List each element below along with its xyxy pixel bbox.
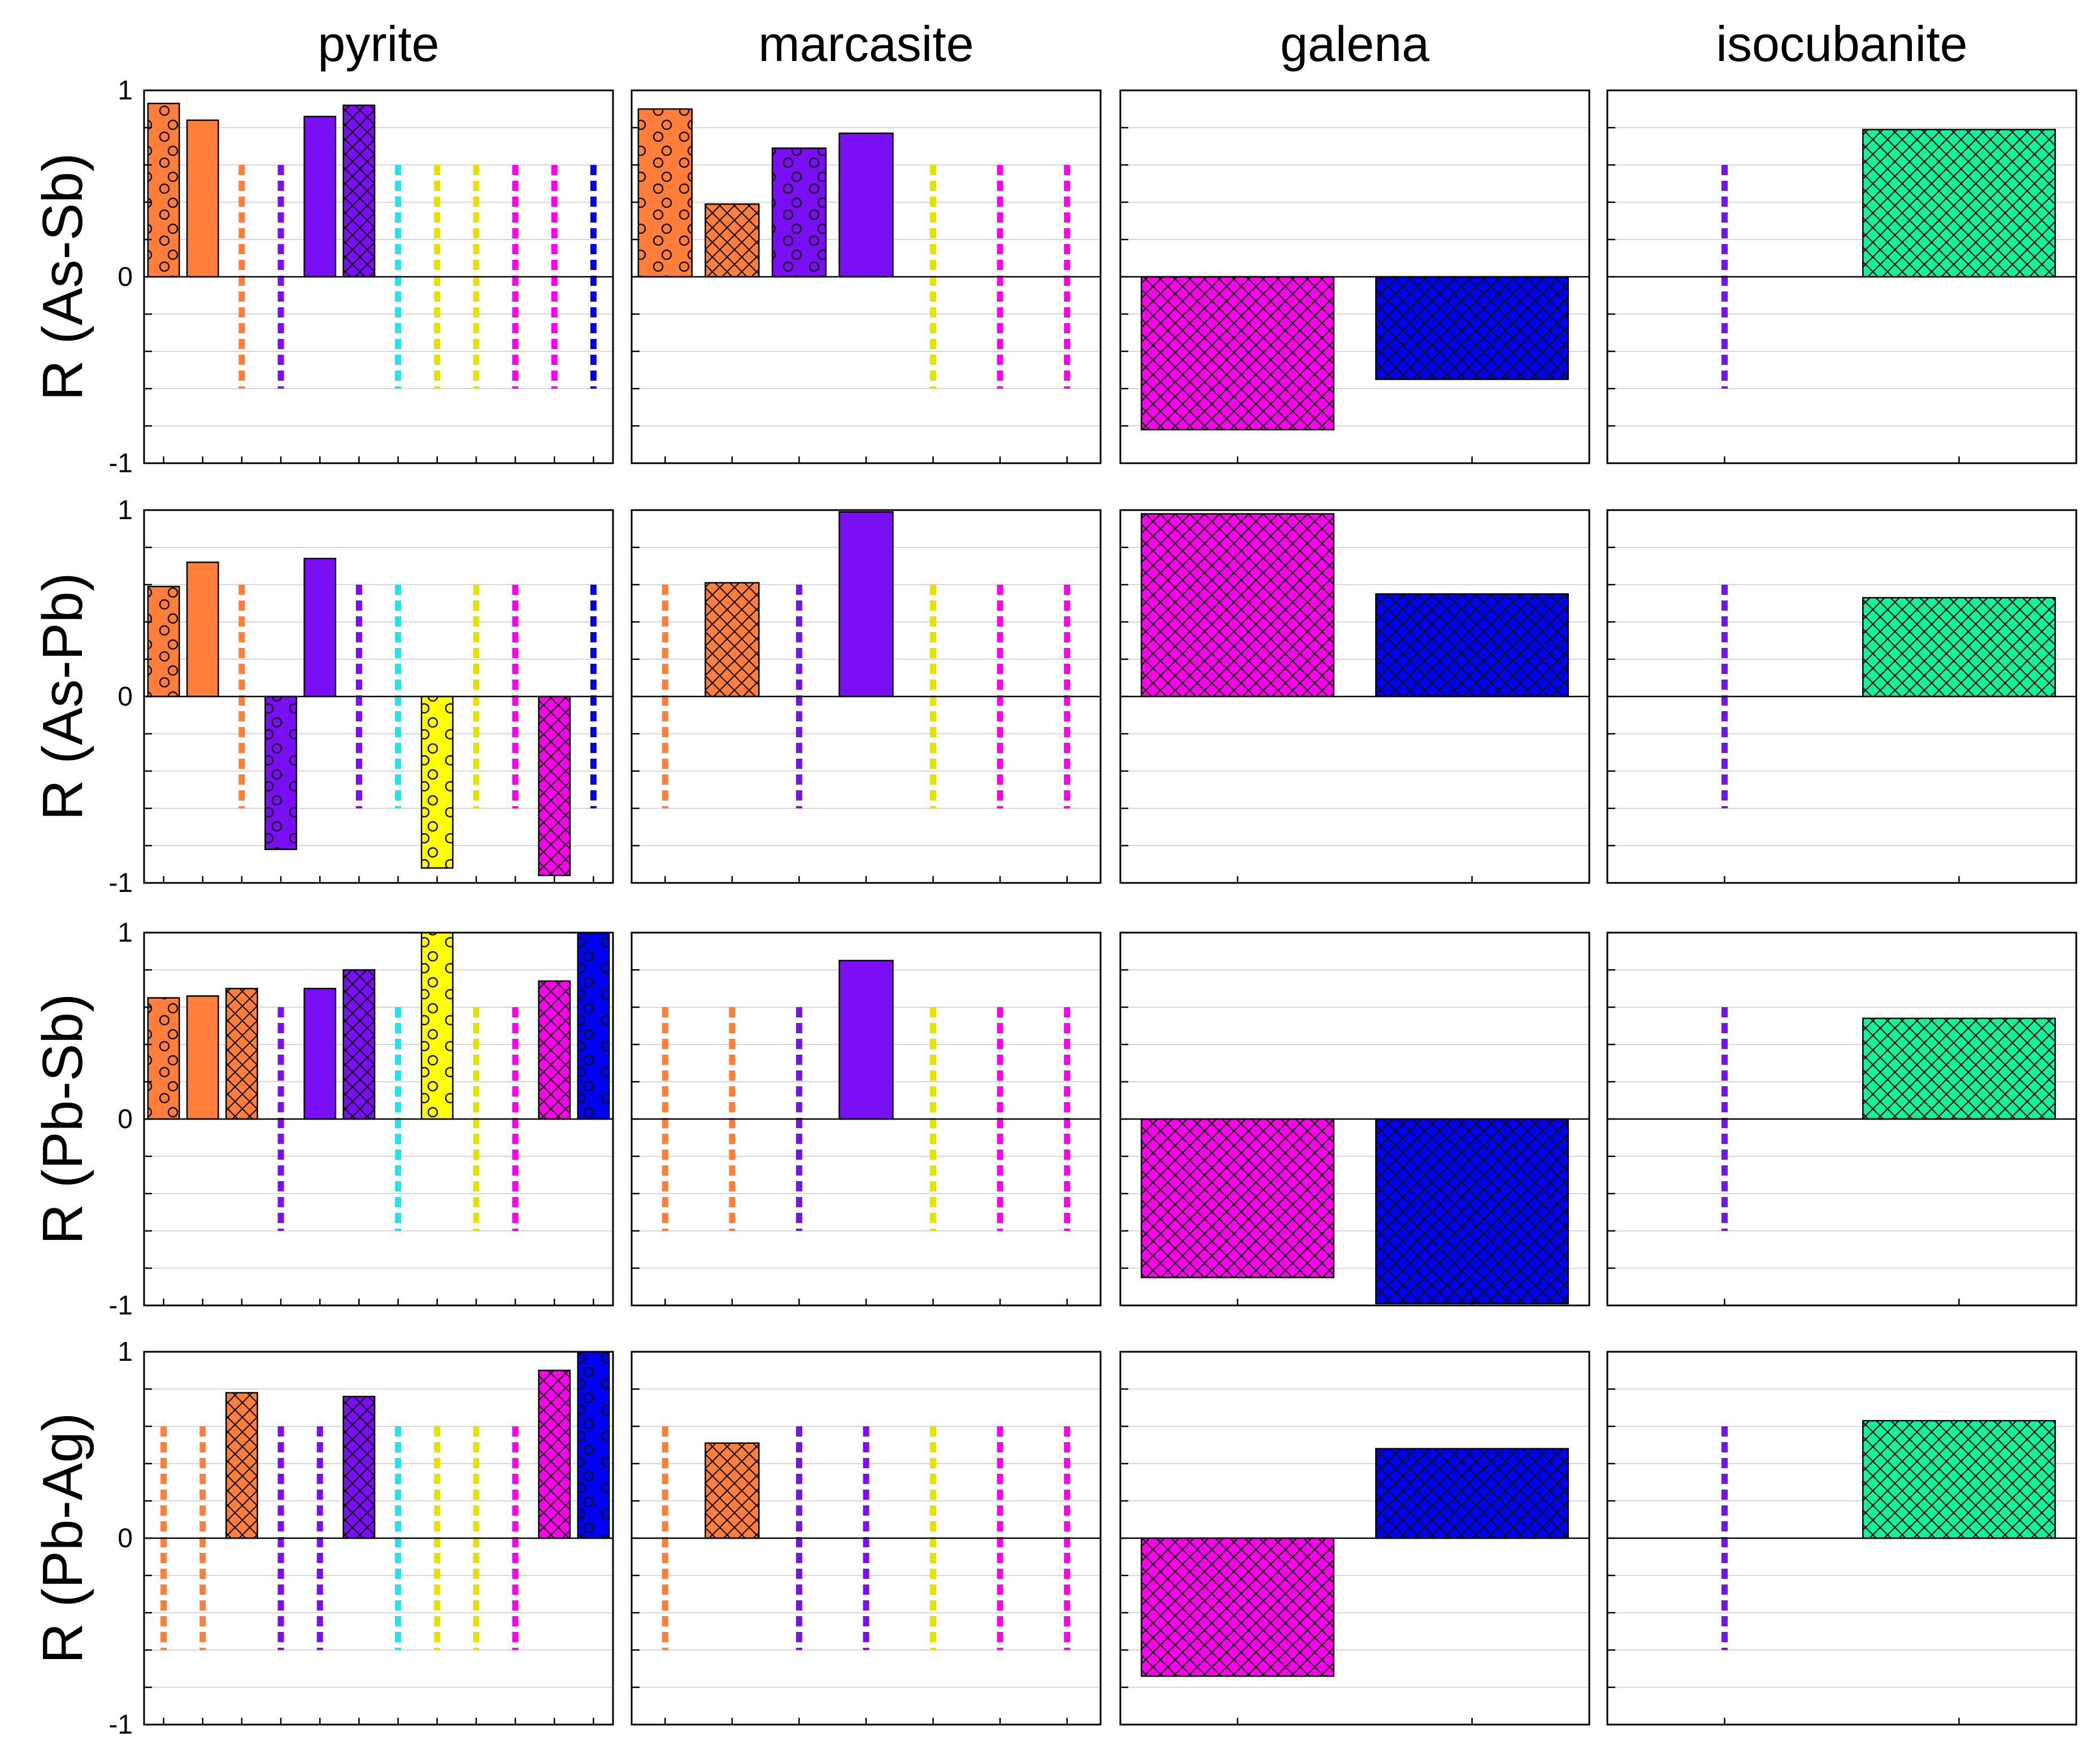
panel-3-galena	[1119, 931, 1590, 1307]
bar-purple-dots	[264, 695, 297, 850]
panel-frame	[631, 931, 1102, 1307]
bar-blue-hatch	[1375, 1448, 1569, 1539]
bar-orange-hatch	[705, 1442, 760, 1539]
panel-3-pyrite	[143, 931, 614, 1307]
bar-green-hatch	[1862, 1017, 2056, 1120]
bar-green-hatch	[1862, 597, 2056, 698]
bar-purple-solid	[838, 960, 894, 1120]
row-label-1: R (As-Sb)	[31, 153, 94, 401]
panel-4-marcasite	[631, 1351, 1102, 1726]
bar-orange-dots	[147, 102, 180, 278]
bar-orange-hatch	[225, 1392, 258, 1539]
bar-orange-solid	[186, 119, 219, 278]
bar-yellow-dots	[420, 695, 454, 869]
bar-orange-solid	[186, 995, 219, 1120]
y-tick-label: -1	[108, 449, 133, 478]
panel-frame	[1606, 931, 2077, 1307]
column-title-isocubanite: isocubanite	[1716, 16, 1967, 72]
bar-purple-hatch	[342, 105, 376, 278]
bar-blue-hatch	[1375, 593, 1569, 698]
y-tick-label: -1	[108, 1291, 133, 1321]
panel-1-marcasite	[631, 89, 1102, 464]
bar-orange-dots	[147, 997, 180, 1120]
panel-frame	[631, 1351, 1102, 1726]
bar-magenta-hatch	[1141, 513, 1334, 698]
row-label-4: R (Pb-Ag)	[31, 1413, 94, 1664]
panel-frame	[1606, 1351, 2077, 1726]
panel-1-pyrite	[143, 89, 614, 464]
column-title-pyrite: pyrite	[318, 16, 439, 72]
bar-orange-hatch	[225, 987, 258, 1120]
row-label-2: R (As-Pb)	[31, 573, 94, 821]
panel-1-galena	[1119, 89, 1590, 464]
panel-1-isocubanite	[1606, 89, 2077, 464]
bar-orange-hatch	[705, 203, 760, 278]
bar-purple-hatch	[342, 1395, 376, 1539]
bar-green-hatch	[1862, 129, 2056, 278]
bar-purple-hatch	[342, 969, 376, 1120]
bar-purple-dots	[771, 147, 827, 278]
bar-purple-solid	[838, 511, 894, 698]
y-tick-label: 1	[118, 1337, 133, 1367]
panel-frame	[143, 1351, 614, 1726]
panel-frame	[1119, 1351, 1590, 1726]
y-tick-label: -1	[108, 868, 133, 898]
bar-blue-dots	[577, 1351, 610, 1539]
panel-frame	[1119, 931, 1590, 1307]
panel-2-marcasite	[631, 509, 1102, 884]
panel-4-galena	[1119, 1351, 1590, 1726]
bar-magenta-hatch	[538, 980, 571, 1120]
panel-2-galena	[1119, 509, 1590, 884]
y-tick-label: 1	[118, 918, 133, 948]
panel-3-marcasite	[631, 931, 1102, 1307]
row-label-3: R (Pb-Sb)	[31, 994, 94, 1245]
y-tick-label: -1	[108, 1710, 133, 1740]
bar-purple-solid	[303, 115, 337, 278]
bar-purple-solid	[303, 987, 337, 1120]
panel-frame	[631, 89, 1102, 464]
panel-3-isocubanite	[1606, 931, 2077, 1307]
bar-orange-hatch	[705, 582, 760, 698]
panel-frame	[1119, 89, 1590, 464]
panel-frame	[143, 509, 614, 884]
bar-magenta-hatch	[1141, 1537, 1334, 1677]
bar-orange-dots	[637, 108, 693, 278]
y-tick-label: 1	[118, 76, 133, 106]
panel-frame	[143, 931, 614, 1307]
bar-blue-hatch	[1375, 276, 1569, 380]
y-tick-label: 1	[118, 495, 133, 525]
panel-frame	[143, 89, 614, 464]
bar-orange-dots	[147, 586, 180, 698]
panel-4-pyrite	[143, 1351, 614, 1726]
bar-magenta-hatch	[538, 695, 571, 877]
panel-2-pyrite	[143, 509, 614, 884]
bar-magenta-hatch	[538, 1369, 571, 1539]
y-tick-label: 0	[118, 1104, 133, 1134]
bar-green-hatch	[1862, 1420, 2056, 1539]
column-title-marcasite: marcasite	[758, 16, 973, 72]
y-tick-label: 0	[118, 1523, 133, 1553]
y-tick-label: 0	[118, 262, 133, 292]
column-title-galena: galena	[1280, 16, 1429, 72]
panel-2-isocubanite	[1606, 509, 2077, 884]
panel-frame	[1119, 509, 1590, 884]
y-tick-label: 0	[118, 682, 133, 712]
bar-blue-hatch	[1375, 1118, 1569, 1304]
bar-purple-solid	[838, 132, 894, 278]
panel-4-isocubanite	[1606, 1351, 2077, 1726]
panel-frame	[631, 509, 1102, 884]
bar-magenta-hatch	[1141, 1118, 1334, 1278]
bar-yellow-dots	[420, 931, 454, 1120]
bar-blue-dots	[577, 931, 610, 1120]
panel-frame	[1606, 509, 2077, 884]
bar-orange-solid	[186, 561, 219, 698]
bar-magenta-hatch	[1141, 276, 1334, 430]
bar-purple-solid	[303, 558, 337, 698]
panel-frame	[1606, 89, 2077, 464]
